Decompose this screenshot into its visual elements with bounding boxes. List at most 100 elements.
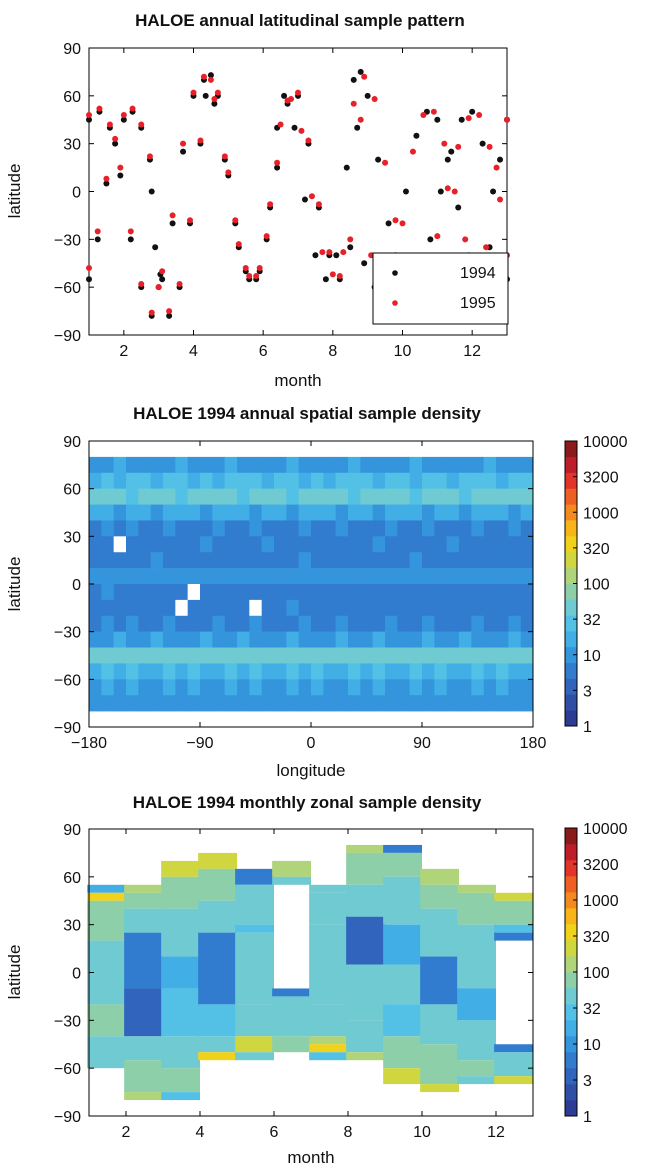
density-cell [126,520,139,537]
density-cell [198,852,237,869]
density-cell [520,488,534,505]
x-tick-label: 4 [189,343,198,360]
colorbar-segment [565,1100,577,1117]
density-cell [508,520,521,537]
density-cell [237,663,250,680]
y-tick-label: 90 [63,41,81,58]
colorbar-tick-label: 3 [583,1073,592,1090]
density-cell [508,599,521,617]
colorbar-segment [565,662,577,679]
density-cell [150,472,164,489]
density-cell [520,615,534,632]
density-cell [126,472,139,489]
density-cell [200,520,213,537]
density-cell [348,472,361,489]
density-cell [113,504,127,521]
scatter-point-1994 [117,172,124,179]
scatter-point-1995 [350,100,357,107]
colorbar-segment [565,892,577,909]
density-cell [261,679,275,696]
density-cell [459,472,472,489]
density-cell [89,599,102,617]
density-cell [249,568,262,585]
density-cell [138,584,151,601]
density-cell [161,1036,200,1069]
density-cell [101,615,114,632]
density-cell [471,695,484,712]
density-cell [175,472,188,489]
density-cell [249,599,262,617]
density-cell [383,1004,422,1037]
density-cell [483,568,497,585]
density-cell [348,504,361,521]
density-cell [471,504,484,521]
density-cell [274,631,287,648]
density-cell [457,924,496,989]
density-cell [274,552,287,569]
density-cell [286,647,299,664]
density-cell [311,568,324,585]
density-cell [446,456,460,474]
scatter-point-1995 [120,111,127,118]
density-cell [409,568,423,585]
density-cell [298,568,312,585]
scatter-point-1995 [274,159,281,166]
density-cell [311,552,324,569]
density-cell [101,456,114,474]
colorbar-tick-label: 10 [583,648,601,665]
density-cell [494,1076,533,1085]
x-tick-label: 12 [487,1124,505,1141]
density-cell [101,552,114,569]
density-cell [113,584,127,601]
colorbar-segment [565,988,577,1005]
density-cell [198,868,237,901]
colorbar-segment [565,972,577,989]
density-cell [335,599,349,617]
density-cell [457,1060,496,1077]
density-cell [508,647,521,664]
density-cell [138,520,151,537]
density-cell [459,536,472,553]
density-cell [150,520,164,537]
density-cell [520,456,534,474]
scatter-point-1995 [441,140,448,147]
density-cell [323,679,336,696]
density-cell [360,647,373,664]
density-cell [261,695,275,712]
scatter-point-1994 [375,156,382,163]
density-cell [286,520,299,537]
chart-title: HALOE 1994 monthly zonal sample density [133,793,482,812]
x-tick-label: 12 [463,343,481,360]
density-cell [335,552,349,569]
density-cell [150,647,164,664]
density-cell [434,472,447,489]
scatter-point-1994 [148,188,155,195]
density-cell [113,472,127,489]
density-cell [161,876,200,909]
colorbar-segment [565,599,577,616]
density-cell [409,663,423,680]
density-cell [298,472,312,489]
scatter-point-1994 [413,132,420,139]
density-cell [89,504,102,521]
colorbar-tick-label: 100 [583,577,610,594]
density-cell [483,536,497,553]
scatter-point-1995 [277,121,284,128]
density-cell [163,536,176,553]
density-cell [101,504,114,521]
colorbar-tick-label: 1 [583,719,592,736]
density-cell [422,647,435,664]
density-cell [274,536,287,553]
density-cell [87,892,126,901]
density-cell [249,584,262,601]
density-cell [175,695,188,712]
density-cell [459,504,472,521]
colorbar-segment [565,710,577,727]
density-cell [385,504,398,521]
density-cell [212,472,225,489]
density-cell [101,536,114,553]
density-cell [286,615,299,632]
density-cell [187,663,201,680]
density-cell [274,663,287,680]
density-cell [360,631,373,648]
